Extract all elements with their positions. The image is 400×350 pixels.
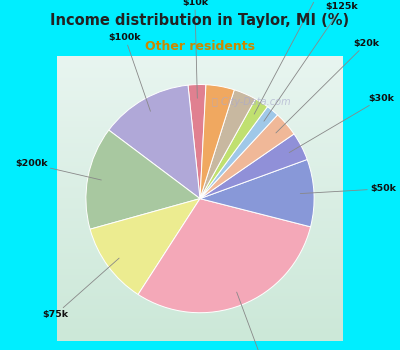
Wedge shape (188, 85, 206, 199)
Text: $50k: $50k (300, 184, 396, 194)
Text: Other residents: Other residents (145, 40, 255, 53)
Wedge shape (200, 134, 307, 199)
Text: $75k: $75k (42, 258, 119, 320)
Text: $200k: $200k (15, 159, 101, 180)
Wedge shape (200, 115, 294, 199)
Wedge shape (200, 85, 234, 199)
Text: $125k: $125k (264, 2, 358, 121)
Wedge shape (90, 199, 200, 294)
Text: Income distribution in Taylor, MI (%): Income distribution in Taylor, MI (%) (50, 13, 350, 28)
Text: $150k: $150k (237, 292, 284, 350)
Wedge shape (200, 99, 268, 199)
Wedge shape (138, 199, 310, 313)
Wedge shape (200, 160, 314, 227)
Text: $100k: $100k (109, 33, 150, 111)
Wedge shape (200, 90, 256, 199)
Text: $60k: $60k (254, 0, 330, 114)
Wedge shape (200, 107, 278, 199)
Text: ⓘ City-Data.com: ⓘ City-Data.com (212, 97, 291, 107)
Wedge shape (86, 130, 200, 229)
Wedge shape (109, 85, 200, 199)
Text: $20k: $20k (276, 39, 380, 133)
Text: $10k: $10k (182, 0, 208, 98)
Text: $30k: $30k (289, 94, 395, 153)
